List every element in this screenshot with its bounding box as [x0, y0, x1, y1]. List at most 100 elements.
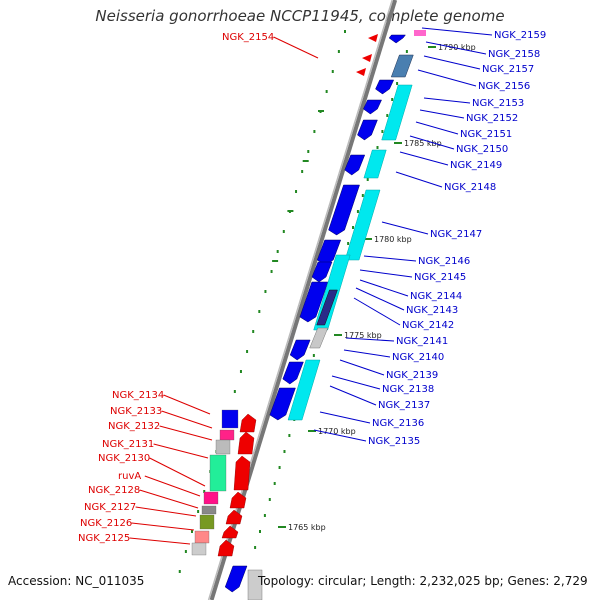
leader-line	[381, 221, 429, 235]
reverse-gene	[229, 491, 247, 509]
right-gene-label: NGK_2150	[456, 144, 508, 155]
leader-line	[149, 457, 206, 487]
right-gene-label: NGK_2141	[396, 336, 448, 347]
left-gene-label: NGK_2128	[88, 485, 140, 496]
grey-gene	[247, 569, 263, 600]
forward-gene	[282, 361, 304, 385]
tick-dot	[312, 354, 315, 357]
right-gene-label: NGK_2146	[418, 256, 470, 267]
tick-dot	[352, 226, 355, 229]
right-gene-label: NGK_2142	[402, 320, 454, 331]
tick-dot	[283, 450, 286, 453]
forward-gene	[328, 184, 360, 236]
leader-line	[319, 411, 371, 424]
purple-gene	[316, 289, 338, 326]
leader-line	[409, 135, 455, 150]
tick-dot	[178, 570, 181, 573]
tick-dot	[259, 530, 261, 533]
forward-gene	[344, 154, 366, 176]
right-gene-label: NGK_2156	[478, 81, 530, 92]
leader-line	[355, 287, 405, 311]
tick-dot	[331, 70, 334, 73]
genome-backbone	[209, 0, 398, 600]
green-gene	[209, 454, 227, 492]
leader-line	[415, 121, 459, 135]
grey-gene	[309, 327, 329, 349]
tick-dot	[203, 490, 206, 493]
tick-dot	[191, 530, 193, 533]
tick-dot	[273, 482, 276, 485]
tick-dot	[396, 82, 399, 85]
scale-label: 1790 kbp	[438, 43, 476, 52]
leader-line	[353, 297, 401, 326]
tick-dot	[197, 510, 200, 513]
tick-dot	[239, 370, 242, 373]
scale-tick	[334, 334, 342, 336]
tick-dot	[278, 466, 281, 469]
right-gene-label: NGK_2147	[430, 229, 482, 240]
tick-dash	[318, 110, 324, 112]
tick-dot	[252, 330, 255, 333]
leader-line	[161, 410, 213, 429]
leader-line	[273, 36, 319, 59]
right-gene-label: NGK_2153	[472, 98, 524, 109]
leader-line	[417, 69, 477, 87]
tick-dot	[301, 170, 304, 173]
left-gene-label: NGK_2125	[78, 533, 130, 544]
accession-text: Accession: NC_011035	[8, 574, 145, 588]
forward-gene	[299, 281, 329, 323]
grey-gene	[201, 505, 217, 515]
tick-dot	[268, 498, 271, 501]
scale-label: 1775 kbp	[344, 331, 382, 340]
right-gene-label: NGK_2139	[386, 370, 438, 381]
tick-dot	[376, 146, 379, 149]
scale-tick	[364, 238, 372, 240]
leader-line	[421, 27, 493, 36]
right-gene-label: NGK_2144	[410, 291, 462, 302]
scale-label: 1780 kbp	[374, 235, 412, 244]
tick-dot	[276, 250, 279, 253]
tick-dot	[391, 98, 394, 101]
leader-line	[399, 151, 449, 166]
scale-tick	[428, 46, 436, 48]
salmon-gene	[194, 530, 210, 544]
leader-line	[331, 375, 381, 390]
tick-dot	[258, 310, 261, 313]
leader-line	[343, 349, 391, 358]
genome-summary-text: Topology: circular; Length: 2,232,025 bp…	[258, 574, 588, 588]
forward-gene	[388, 34, 406, 44]
forward-gene	[289, 339, 311, 361]
reverse-gene	[217, 539, 235, 557]
right-gene-label: NGK_2143	[406, 305, 458, 316]
left-gene-label: NGK_2131	[102, 439, 154, 450]
grey-gene	[191, 542, 207, 556]
leader-line	[144, 475, 201, 497]
forward-gene	[269, 387, 296, 421]
right-gene-label: NGK_2158	[488, 49, 540, 60]
tick-dot	[295, 190, 298, 193]
tick-dot	[263, 514, 266, 517]
tick-dot	[356, 210, 359, 213]
tick-dot	[233, 390, 236, 393]
right-gene-label: NGK_2138	[382, 384, 434, 395]
right-gene-label: NGK_2145	[414, 272, 466, 283]
forward-gene	[357, 119, 378, 141]
right-gene-label: NGK_2136	[372, 418, 424, 429]
tick-dot	[184, 550, 187, 553]
tick-dash	[302, 160, 309, 162]
forward-gene	[375, 79, 395, 95]
steelblue-gene	[390, 54, 414, 78]
scale-label: 1765 kbp	[288, 523, 326, 532]
tick-dot	[246, 350, 249, 353]
leader-line	[153, 443, 209, 459]
tick-dot	[288, 434, 291, 437]
leader-line	[135, 506, 197, 517]
left-gene-label: ruvA	[118, 471, 141, 482]
cyan-gene-block	[287, 359, 321, 421]
scale-tick	[278, 526, 286, 528]
pink-gene	[203, 491, 219, 505]
right-gene-label: NGK_2148	[444, 182, 496, 193]
scale-label: 1770 kbp	[318, 427, 356, 436]
